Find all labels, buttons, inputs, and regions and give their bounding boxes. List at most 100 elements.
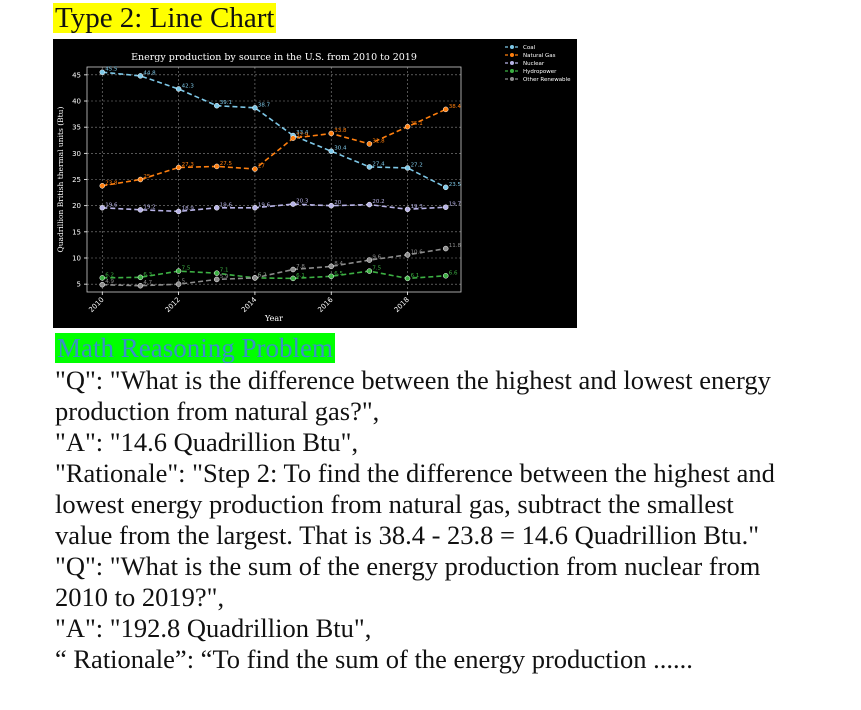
problem-line: "Q": "What is the sum of the energy prod…	[55, 551, 761, 581]
data-point	[404, 252, 411, 258]
data-point	[404, 123, 411, 130]
data-label: 6.2	[258, 272, 267, 278]
data-label: 7.8	[296, 264, 305, 270]
data-label: 27.4	[372, 161, 385, 167]
data-point	[214, 205, 220, 211]
data-point	[404, 206, 411, 213]
problem-line: 2010 to 2019?",	[55, 582, 225, 612]
data-label: 19.2	[143, 204, 155, 210]
data-point	[442, 273, 449, 279]
data-point	[137, 176, 144, 183]
data-point	[252, 275, 258, 281]
data-point	[175, 208, 182, 215]
section-heading: Math Reasoning Problem	[55, 333, 335, 363]
data-label: 33.8	[334, 128, 347, 134]
data-point	[328, 202, 334, 209]
data-label: 45.5	[105, 67, 118, 73]
data-label: 19.6	[105, 202, 118, 208]
data-label: 19.6	[258, 202, 271, 208]
data-point	[214, 276, 220, 283]
data-label: 11.8	[449, 243, 462, 249]
series-line-nuclear	[102, 203, 446, 213]
data-label: 27.5	[220, 161, 233, 167]
problem-line: production from natural gas?",	[55, 396, 380, 426]
legend-marker	[510, 61, 514, 65]
data-point	[137, 207, 144, 213]
data-point	[366, 201, 373, 208]
legend-entry: Coal	[523, 45, 536, 51]
data-label: 23.5	[449, 182, 462, 188]
x-tick-label: 2014	[240, 295, 259, 314]
data-point	[252, 166, 258, 172]
data-label: 5.9	[220, 274, 229, 280]
problem-line: "A": "14.6 Quadrillion Btu",	[55, 427, 359, 457]
data-label: 25	[143, 174, 150, 180]
data-label: 20.2	[372, 199, 384, 205]
data-label: 10.6	[411, 249, 424, 255]
x-tick-label: 2010	[87, 296, 105, 314]
data-label: 20	[334, 200, 341, 206]
data-label: 5	[182, 279, 186, 285]
data-point	[175, 164, 182, 171]
problem-line: lowest energy production from natural ga…	[55, 489, 734, 519]
data-point	[366, 164, 373, 170]
y-tick-label: 20	[72, 202, 81, 210]
data-point	[137, 73, 144, 79]
data-point	[290, 275, 296, 282]
data-label: 39.1	[220, 100, 232, 106]
data-point	[366, 257, 373, 263]
data-point	[366, 268, 373, 274]
data-label: 19.7	[449, 202, 462, 208]
data-label: 6.2	[258, 272, 267, 278]
data-label: 35.1	[411, 121, 423, 127]
data-point	[99, 275, 106, 281]
series-line-coal	[102, 71, 447, 189]
legend-marker	[510, 53, 514, 57]
data-point	[366, 141, 373, 147]
data-point	[99, 205, 106, 211]
y-axis-label: Quadrillion British thermal units (Btu)	[56, 106, 65, 252]
problem-text: "Q": "What is the difference between the…	[55, 365, 855, 675]
data-point	[175, 86, 182, 92]
data-label: 6.5	[334, 271, 343, 277]
y-tick-label: 25	[72, 176, 81, 184]
chart-type-heading: Type 2: Line Chart	[53, 2, 277, 34]
data-point	[442, 245, 449, 252]
legend-entry: Hydropower	[523, 69, 557, 75]
data-point	[328, 148, 334, 154]
legend-entry: Nuclear	[523, 61, 545, 67]
chart-title: Energy production by source in the U.S. …	[131, 52, 417, 63]
problem-line: "Q": "What is the difference between the…	[55, 365, 771, 395]
data-point	[137, 282, 144, 289]
data-label: 6.1	[296, 273, 305, 279]
data-point	[214, 270, 220, 276]
line-chart-svg: 5 10 15 20 25 30 35 40 45 2010 2012 2014 2016 2018 Ene…	[56, 45, 571, 323]
data-point	[214, 163, 220, 170]
problem-line: "Rationale": "Step 2: To find the differ…	[55, 458, 775, 488]
data-label: 19.3	[411, 204, 424, 210]
x-tick-label: 2018	[393, 296, 411, 314]
data-label: 27	[258, 164, 265, 170]
data-label: 27.3	[182, 162, 195, 168]
data-label: 8.4	[334, 261, 343, 267]
data-label: 42.3	[182, 83, 195, 89]
data-point	[442, 184, 449, 191]
legend-entry: Natural Gas	[523, 53, 556, 59]
problem-line: "A": "192.8 Quadrillion Btu",	[55, 613, 372, 643]
line-chart: 5 10 15 20 25 30 35 40 45 2010 2012 2014 2016 2018 Ene…	[53, 39, 577, 328]
data-point	[442, 204, 449, 210]
data-label: 7.1	[220, 268, 229, 274]
series-line-other-renewable	[102, 247, 446, 287]
data-label: 4.7	[143, 280, 152, 286]
data-label: 6.6	[449, 270, 458, 276]
data-label: 19.6	[220, 202, 233, 208]
legend-entry: Other Renewable	[523, 77, 571, 83]
data-point	[175, 268, 182, 274]
data-point	[252, 205, 258, 211]
legend-marker	[510, 45, 514, 49]
data-point	[99, 281, 106, 288]
data-point	[328, 130, 334, 137]
legend-marker	[510, 77, 514, 81]
data-label: 20.3	[296, 199, 309, 205]
y-tick-label: 45	[72, 71, 81, 79]
